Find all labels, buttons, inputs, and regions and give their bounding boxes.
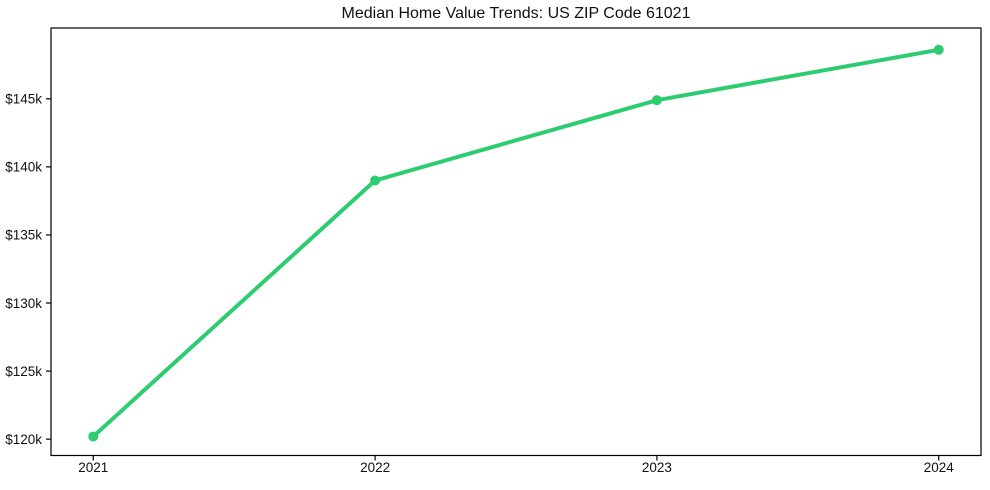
y-tick-label: $120k bbox=[5, 432, 42, 447]
x-tick-label: 2021 bbox=[78, 460, 108, 475]
x-tick-label: 2023 bbox=[642, 460, 672, 475]
x-tick-label: 2024 bbox=[924, 460, 955, 475]
x-tick-label: 2022 bbox=[360, 460, 390, 475]
data-point-2023 bbox=[651, 95, 662, 106]
chart-title: Median Home Value Trends: US ZIP Code 61… bbox=[341, 5, 691, 22]
data-point-2024 bbox=[933, 44, 944, 55]
data-point-2022 bbox=[370, 175, 381, 186]
y-tick-label: $145k bbox=[5, 92, 42, 107]
y-tick-label: $140k bbox=[5, 160, 42, 175]
plot-frame bbox=[50, 27, 982, 457]
data-point-2021 bbox=[88, 431, 99, 442]
y-tick-label: $125k bbox=[5, 364, 42, 379]
y-tick-label: $130k bbox=[5, 296, 42, 311]
trend-line bbox=[91, 47, 941, 439]
y-tick-label: $135k bbox=[5, 228, 42, 243]
